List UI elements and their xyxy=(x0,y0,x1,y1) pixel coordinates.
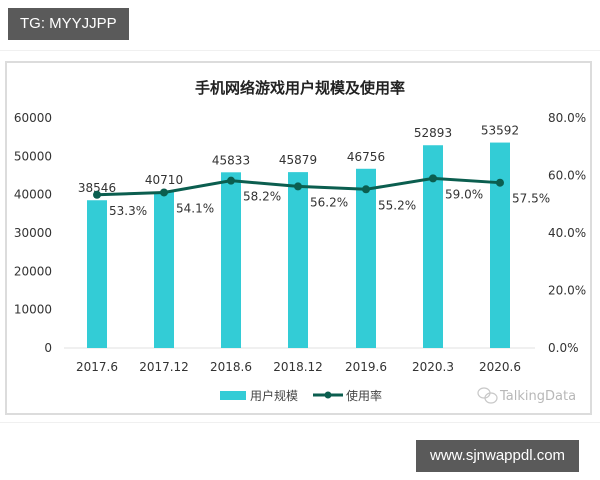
watermark-bottom: www.sjnwappdl.com xyxy=(416,440,580,472)
watermark-top: TG: MYYJJPP xyxy=(8,8,129,40)
source-brand: TalkingData xyxy=(477,387,576,404)
source-label: TalkingData xyxy=(499,389,576,404)
line-marker xyxy=(429,174,437,183)
bar-value-label: 45833 xyxy=(212,153,250,167)
line-value-label: 54.1% xyxy=(176,201,214,215)
chart-title: 手机网络游戏用户规模及使用率 xyxy=(195,79,405,97)
line-marker xyxy=(93,190,101,199)
right-axis-tick: 40.0% xyxy=(548,226,586,240)
legend: 用户规模 使用率 xyxy=(220,388,382,403)
bar xyxy=(356,168,376,348)
left-axis: 0 10000 20000 30000 40000 50000 60000 xyxy=(14,111,52,355)
line-value-label: 56.2% xyxy=(310,195,348,209)
right-axis-tick: 20.0% xyxy=(548,284,586,298)
line-marker xyxy=(294,182,302,191)
line-value-label: 59.0% xyxy=(445,187,483,201)
x-axis-tick: 2017.12 xyxy=(139,360,189,374)
left-axis-tick: 30000 xyxy=(14,226,52,240)
wechat-icon xyxy=(477,387,498,404)
right-axis-tick: 60.0% xyxy=(548,169,586,183)
x-axis-tick: 2020.6 xyxy=(479,360,521,374)
bar xyxy=(423,145,443,348)
x-axis-tick: 2020.3 xyxy=(412,360,454,374)
divider-top xyxy=(0,50,600,51)
line-value-labels: 53.3% 54.1% 58.2% 56.2% 55.2% 59.0% 57.5% xyxy=(109,187,550,217)
line-marker xyxy=(362,185,370,194)
bar xyxy=(221,172,241,348)
line-value-label: 58.2% xyxy=(243,190,281,204)
bar xyxy=(154,191,174,348)
bar-value-label: 38546 xyxy=(78,181,116,195)
legend-bar-label: 用户规模 xyxy=(250,388,298,403)
bar xyxy=(87,200,107,348)
line-series xyxy=(93,174,504,199)
legend-bar-swatch xyxy=(220,391,246,400)
right-axis-tick: 80.0% xyxy=(548,111,586,125)
bar-value-label: 53592 xyxy=(481,124,519,138)
divider-bottom xyxy=(0,422,600,423)
line-value-label: 53.3% xyxy=(109,204,147,218)
line-value-label: 57.5% xyxy=(512,192,550,206)
bar-value-label: 46756 xyxy=(347,150,385,164)
legend-line-label: 使用率 xyxy=(346,388,382,403)
bar-value-label: 45879 xyxy=(279,153,317,167)
line-marker xyxy=(160,188,168,197)
x-axis-tick: 2019.6 xyxy=(345,360,387,374)
left-axis-tick: 60000 xyxy=(14,111,52,125)
line-value-label: 55.2% xyxy=(378,198,416,212)
left-axis-tick: 20000 xyxy=(14,264,52,278)
x-axis: 2017.6 2017.12 2018.6 2018.12 2019.6 2020.3 20… xyxy=(76,360,521,374)
left-axis-tick: 50000 xyxy=(14,149,52,163)
combo-chart: 手机网络游戏用户规模及使用率 0 10000 20000 30000 40000 5000… xyxy=(14,79,586,404)
bar-series xyxy=(87,142,510,348)
bar-value-label: 52893 xyxy=(414,126,452,140)
legend-line-marker xyxy=(324,391,332,399)
bar xyxy=(490,142,510,348)
right-axis-tick: 0.0% xyxy=(548,341,579,355)
x-axis-tick: 2017.6 xyxy=(76,360,118,374)
left-axis-tick: 10000 xyxy=(14,303,52,317)
x-axis-tick: 2018.6 xyxy=(210,360,252,374)
bar xyxy=(288,172,308,348)
bar-value-label: 40710 xyxy=(145,173,183,187)
line-marker xyxy=(496,178,504,187)
bar-value-labels: 38546 40710 45833 45879 46756 52893 53592 xyxy=(78,124,519,196)
left-axis-tick: 40000 xyxy=(14,188,52,202)
right-axis: 0.0% 20.0% 40.0% 60.0% 80.0% xyxy=(548,111,586,355)
line-marker xyxy=(227,176,235,185)
x-axis-tick: 2018.12 xyxy=(273,360,323,374)
left-axis-tick: 0 xyxy=(44,341,52,355)
